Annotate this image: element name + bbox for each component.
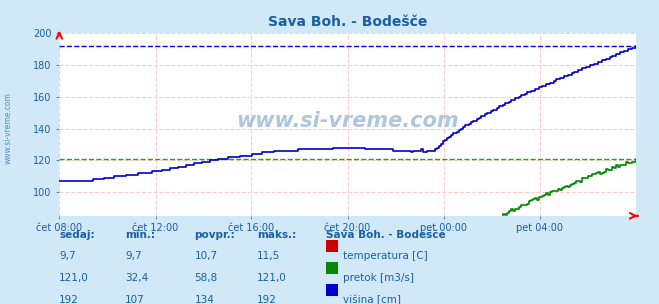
Title: Sava Boh. - Bodešče: Sava Boh. - Bodešče: [268, 16, 427, 29]
Text: www.si-vreme.com: www.si-vreme.com: [237, 111, 459, 131]
Text: 58,8: 58,8: [194, 273, 217, 283]
Text: min.:: min.:: [125, 230, 156, 240]
Text: 32,4: 32,4: [125, 273, 148, 283]
Text: www.si-vreme.com: www.si-vreme.com: [3, 92, 13, 164]
Text: Sava Boh. - Bodešče: Sava Boh. - Bodešče: [326, 230, 446, 240]
Text: višina [cm]: višina [cm]: [343, 295, 401, 304]
Text: maks.:: maks.:: [257, 230, 297, 240]
Text: temperatura [C]: temperatura [C]: [343, 251, 428, 261]
Text: 107: 107: [125, 295, 145, 304]
Text: 11,5: 11,5: [257, 251, 280, 261]
Text: 134: 134: [194, 295, 214, 304]
Text: pretok [m3/s]: pretok [m3/s]: [343, 273, 415, 283]
Text: 121,0: 121,0: [59, 273, 89, 283]
Text: sedaj:: sedaj:: [59, 230, 95, 240]
Text: 9,7: 9,7: [59, 251, 76, 261]
Text: 121,0: 121,0: [257, 273, 287, 283]
Text: 192: 192: [257, 295, 277, 304]
Text: 10,7: 10,7: [194, 251, 217, 261]
Text: 192: 192: [59, 295, 79, 304]
Text: povpr.:: povpr.:: [194, 230, 235, 240]
Text: 9,7: 9,7: [125, 251, 142, 261]
